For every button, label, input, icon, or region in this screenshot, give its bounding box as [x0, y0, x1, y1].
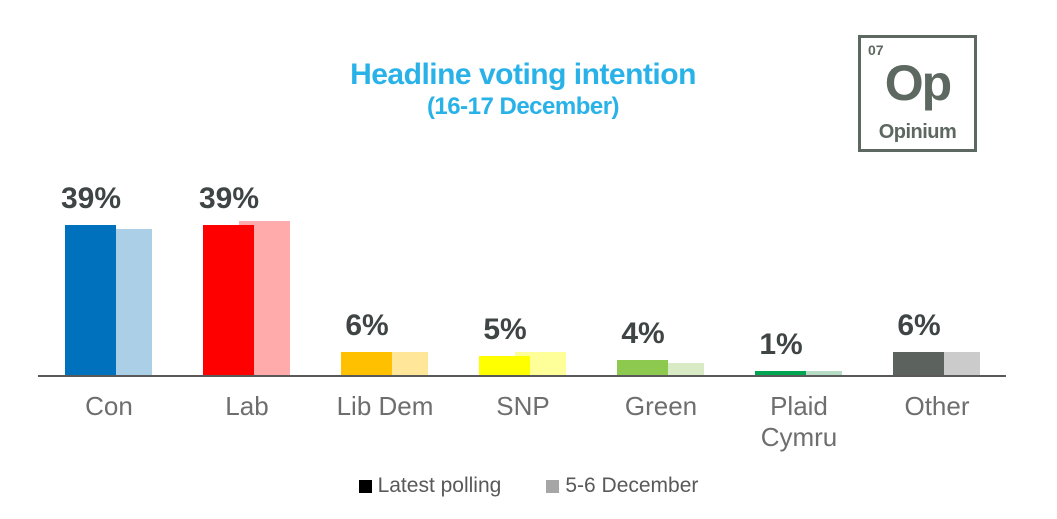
category-label-snp: SNP [496, 391, 550, 421]
legend-swatch-latest-polling [358, 479, 372, 493]
logo-brand-name: Opinium [878, 121, 957, 143]
plot-area: 39% 39% 6% 5% 4% 1% 6% [40, 0, 1006, 375]
bar-latest-lab [203, 224, 254, 375]
logo-element-number: 07 [868, 42, 884, 58]
category-label-lib-dem: Lib Dem [336, 391, 434, 421]
legend-swatch-5-6-december [546, 479, 560, 493]
bar-group-other: 6% [868, 0, 1006, 375]
bar-previous-plaid-cymru [791, 371, 842, 375]
legend-item-latest-polling: Latest polling [358, 474, 502, 498]
bar-group-green: 4% [592, 0, 730, 375]
category-label-plaid-cymru: Plaid Cymru [760, 391, 838, 453]
category-axis-labels: Con Lab Lib Dem SNP Green Plaid Cymru Other [40, 391, 1006, 453]
bar-latest-lib-dem [341, 351, 392, 375]
category-label-green: Green [624, 391, 698, 421]
legend: Latest polling 5-6 December [0, 474, 1057, 498]
bar-group-lib-dem: 6% [316, 0, 454, 375]
chart-subtitle: (16-17 December) [426, 92, 620, 120]
category-label-con: Con [85, 391, 133, 421]
value-label-lab: 39% [198, 181, 260, 215]
bar-latest-plaid-cymru [755, 371, 806, 375]
value-label-plaid-cymru: 1% [759, 328, 803, 362]
bar-group-lab: 39% [178, 0, 316, 375]
value-label-other: 6% [897, 308, 941, 342]
bar-group-plaid-cymru: 1% [730, 0, 868, 375]
chart-title-block: Headline voting intention (16-17 Decembe… [40, 58, 1006, 120]
bar-group-snp: 5% [454, 0, 592, 375]
legend-label-latest-polling: Latest polling [377, 474, 502, 497]
logo-element-symbol: Op [884, 55, 952, 111]
x-axis-line [38, 375, 1006, 377]
bar-latest-green [617, 359, 668, 375]
legend-item-5-6-december: 5-6 December [546, 474, 698, 498]
chart-title: Headline voting intention [350, 58, 696, 91]
bar-latest-other [893, 351, 944, 375]
category-label-other: Other [904, 391, 970, 421]
value-label-lib-dem: 6% [345, 308, 389, 342]
bar-latest-con [65, 224, 116, 375]
bar-previous-green [653, 363, 704, 375]
bar-group-con: 39% [40, 0, 178, 375]
value-label-con: 39% [60, 181, 122, 215]
category-label-lab: Lab [225, 391, 269, 421]
value-label-green: 4% [621, 316, 665, 350]
bar-latest-snp [479, 355, 530, 375]
opinium-logo: 07 Op Opinium [858, 35, 977, 152]
legend-label-5-6-december: 5-6 December [565, 474, 699, 497]
value-label-snp: 5% [483, 312, 527, 346]
